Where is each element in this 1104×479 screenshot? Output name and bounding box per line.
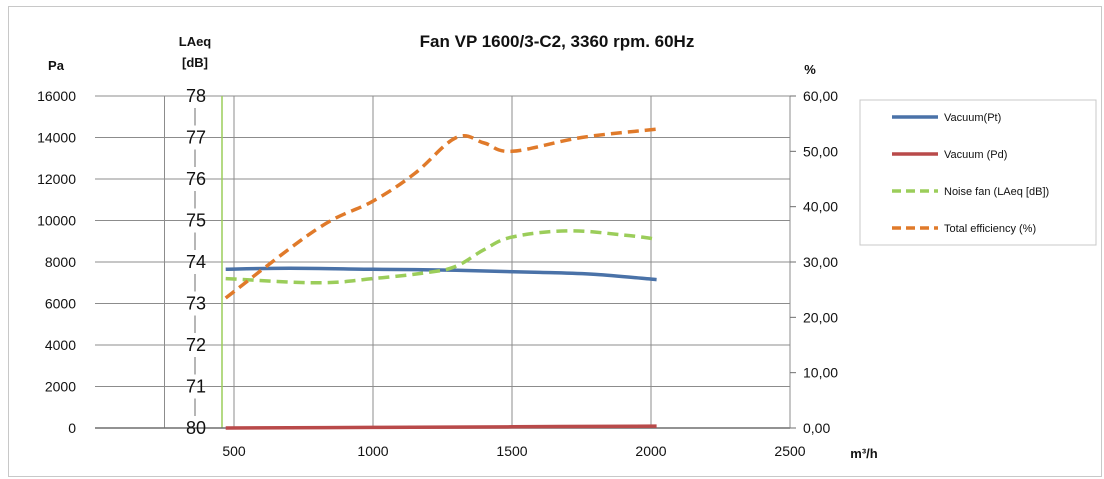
- x-tick-label: 2500: [774, 443, 805, 459]
- axes: 0 2000 4000 6000 8000 10000 12000 14000 16000 80 7…: [37, 86, 838, 459]
- laeq-axis-label-line2: [dB]: [182, 55, 208, 70]
- laeq-tick-label: 78: [186, 86, 206, 106]
- x-tick-label: 1000: [357, 443, 388, 459]
- percent-tick-label: 40,00: [803, 199, 838, 215]
- legend-box: [859, 99, 1097, 246]
- laeq-tick-label: 72: [186, 335, 206, 355]
- legend-label: Vacuum(Pt): [944, 112, 1001, 124]
- laeq-tick-label: 75: [186, 211, 206, 231]
- pa-tick-label: 2000: [45, 379, 76, 395]
- laeq-tick-label: 71: [186, 377, 206, 397]
- legend-label: Vacuum (Pd): [944, 149, 1007, 161]
- pa-tick-label: 14000: [37, 130, 76, 146]
- laeq-tick-label: 80: [186, 418, 206, 438]
- laeq-tick-label: 74: [186, 252, 206, 272]
- legend: Vacuum(Pt) Vacuum (Pd) Noise fan (LAeq [dB…: [859, 99, 1097, 246]
- x-tick-label: 1500: [496, 443, 527, 459]
- percent-tick-label: 0,00: [803, 420, 830, 436]
- series-line-vacuum-pt: [225, 266, 657, 282]
- laeq-axis-label-line1: LAeq: [179, 34, 212, 49]
- pa-tick-label: 12000: [37, 171, 76, 187]
- series-lines: [224, 127, 657, 430]
- pa-axis-label: Pa: [48, 58, 65, 73]
- series-line-total-efficiency: [224, 127, 657, 300]
- x-axis-label: m³/h: [850, 446, 878, 461]
- laeq-tick-label: 73: [186, 294, 206, 314]
- series-line-noise-fan-laeq-db: [225, 229, 657, 285]
- laeq-tick-label: 77: [186, 128, 206, 148]
- percent-tick-label: 30,00: [803, 254, 838, 270]
- x-tick-label: 500: [222, 443, 246, 459]
- pa-tick-label: 8000: [45, 254, 76, 270]
- percent-tick-label: 50,00: [803, 143, 838, 159]
- percent-tick-label: 10,00: [803, 365, 838, 381]
- legend-label: Noise fan (LAeq [dB]): [944, 186, 1049, 198]
- x-tick-label: 2000: [635, 443, 666, 459]
- percent-tick-label: 60,00: [803, 88, 838, 104]
- laeq-tick-label: 76: [186, 169, 206, 189]
- legend-label: Total efficiency (%): [944, 223, 1036, 235]
- series-line-vacuum-pd: [225, 424, 657, 430]
- percent-tick-label: 20,00: [803, 309, 838, 325]
- grid: [95, 95, 791, 428]
- pa-tick-label: 4000: [45, 337, 76, 353]
- chart-title: Fan VP 1600/3-C2, 3360 rpm. 60Hz: [420, 32, 695, 51]
- percent-axis-label: %: [804, 62, 816, 77]
- pa-tick-label: 0: [68, 420, 76, 436]
- pa-tick-label: 10000: [37, 213, 76, 229]
- pa-tick-label: 16000: [37, 88, 76, 104]
- pa-tick-label: 6000: [45, 296, 76, 312]
